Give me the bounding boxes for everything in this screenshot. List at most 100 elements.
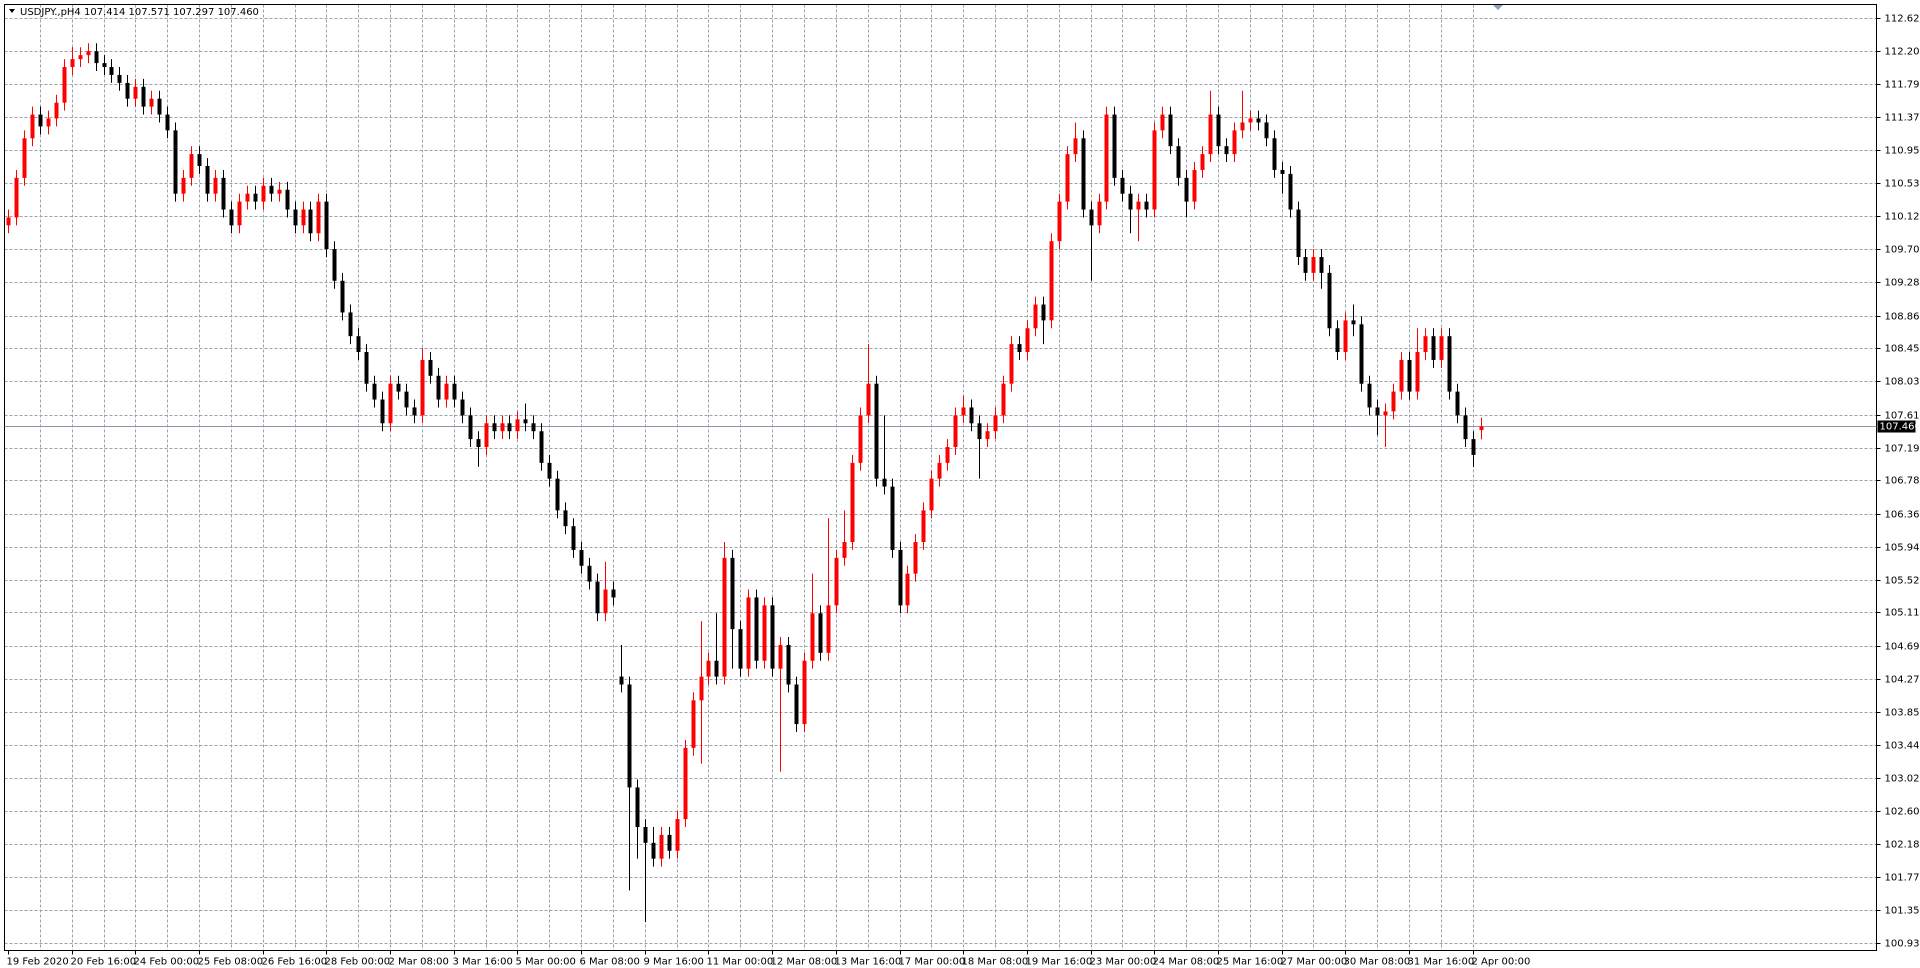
y-tick-label: 110.120 — [1885, 212, 1920, 223]
candle-body — [683, 747, 688, 820]
y-tick-label: 111.790 — [1885, 80, 1920, 91]
candle-body — [404, 391, 409, 408]
candle-body — [818, 613, 823, 653]
candle-body — [985, 431, 990, 440]
x-tick-label: 3 Mar 16:00 — [453, 957, 513, 968]
candle-body — [1288, 173, 1293, 210]
y-tick-label: 109.280 — [1885, 278, 1920, 289]
candle-body — [523, 419, 528, 424]
candle-body — [651, 842, 656, 859]
candle-body — [611, 589, 616, 598]
candle-body — [213, 177, 218, 194]
candle-body — [245, 193, 250, 202]
candle-body — [205, 165, 210, 194]
candle-body — [627, 684, 632, 788]
candle-body — [1447, 336, 1452, 392]
candle-body — [1248, 118, 1253, 123]
y-tick-label: 108.860 — [1885, 312, 1920, 323]
candle-body — [1471, 439, 1476, 455]
candle-body — [1073, 138, 1078, 155]
x-tick-label: 28 Feb 00:00 — [325, 957, 391, 968]
candle-body — [492, 423, 497, 432]
candle-body — [189, 154, 194, 178]
candle-body — [14, 177, 19, 218]
candle-body — [1272, 138, 1277, 170]
candle-body — [125, 82, 130, 99]
candle-body — [388, 383, 393, 424]
candle-body — [1120, 177, 1125, 194]
y-tick-label: 112.620 — [1885, 14, 1920, 25]
candle-body — [237, 201, 242, 226]
candle-body — [380, 399, 385, 424]
candle-body — [866, 383, 871, 416]
candle-body — [1303, 257, 1308, 273]
candle-body — [332, 249, 337, 281]
candle-body — [1009, 344, 1014, 384]
candle-body — [396, 383, 401, 392]
candle-body — [1200, 154, 1205, 170]
candle-body — [141, 86, 146, 107]
chart-title: USDJPY.,pH4 107.414 107.571 107.297 107.… — [20, 7, 259, 18]
candle-body — [1144, 201, 1149, 210]
x-tick-label: 20 Feb 16:00 — [71, 957, 137, 968]
candle-body — [1359, 324, 1364, 384]
candle-body — [484, 423, 489, 448]
x-tick-label: 25 Feb 08:00 — [198, 957, 264, 968]
candle-body — [539, 431, 544, 463]
candle-body — [1391, 391, 1396, 412]
candle-body — [78, 55, 83, 60]
y-tick-label: 104.690 — [1885, 642, 1920, 653]
y-tick-label: 101.350 — [1885, 906, 1920, 917]
candle-body — [826, 605, 831, 653]
candle-body — [1232, 130, 1237, 155]
candle-body — [277, 189, 282, 194]
shift-marker[interactable] — [1493, 5, 1503, 10]
candle-body — [921, 510, 926, 543]
x-tick-label: 25 Mar 16:00 — [1217, 957, 1284, 968]
candle-body — [961, 407, 966, 416]
y-tick-label: 106.360 — [1885, 510, 1920, 521]
candle-body — [1128, 193, 1133, 210]
x-tick-label: 2 Mar 08:00 — [389, 957, 449, 968]
candle-body — [372, 383, 377, 400]
x-tick-label: 30 Mar 08:00 — [1344, 957, 1411, 968]
x-tick-label: 19 Feb 2020 — [7, 957, 69, 968]
candle-body — [587, 565, 592, 582]
y-tick-label: 103.020 — [1885, 774, 1920, 785]
candle-body — [738, 629, 743, 669]
y-tick-label: 100.930 — [1885, 939, 1920, 950]
candle-body — [1327, 272, 1332, 329]
x-tick-label: 23 Mar 00:00 — [1090, 957, 1157, 968]
candle-body — [1311, 257, 1316, 273]
candle-body — [1407, 359, 1412, 392]
x-tick-label: 9 Mar 16:00 — [644, 957, 704, 968]
candle-body — [706, 660, 711, 677]
candle-body — [253, 193, 258, 202]
candle-body — [420, 359, 425, 416]
candle-body — [1367, 383, 1372, 408]
x-tick-label: 6 Mar 08:00 — [580, 957, 640, 968]
candle-body — [1136, 201, 1141, 210]
candle-body — [1463, 415, 1468, 440]
candle-body — [229, 209, 234, 226]
x-tick-label: 11 Mar 00:00 — [707, 957, 774, 968]
candle-body — [173, 130, 178, 194]
vertical-grid — [4, 4, 1877, 951]
candle-body — [301, 209, 306, 226]
candle-body — [1184, 177, 1189, 202]
y-tick-label: 102.180 — [1885, 840, 1920, 851]
candle-body — [786, 644, 791, 685]
y-tick-label: 110.950 — [1885, 146, 1920, 157]
candle-body — [181, 177, 186, 194]
candle-body — [1192, 169, 1197, 202]
y-tick-label: 107.610 — [1885, 411, 1920, 422]
candle-body — [1280, 169, 1285, 174]
menu-triangle[interactable] — [9, 9, 15, 13]
candle-body — [810, 613, 815, 661]
y-tick-label: 108.030 — [1885, 377, 1920, 388]
candle-body — [157, 98, 162, 115]
candle-body — [460, 399, 465, 416]
candle-body — [1104, 114, 1109, 202]
candle-body — [1168, 114, 1173, 147]
